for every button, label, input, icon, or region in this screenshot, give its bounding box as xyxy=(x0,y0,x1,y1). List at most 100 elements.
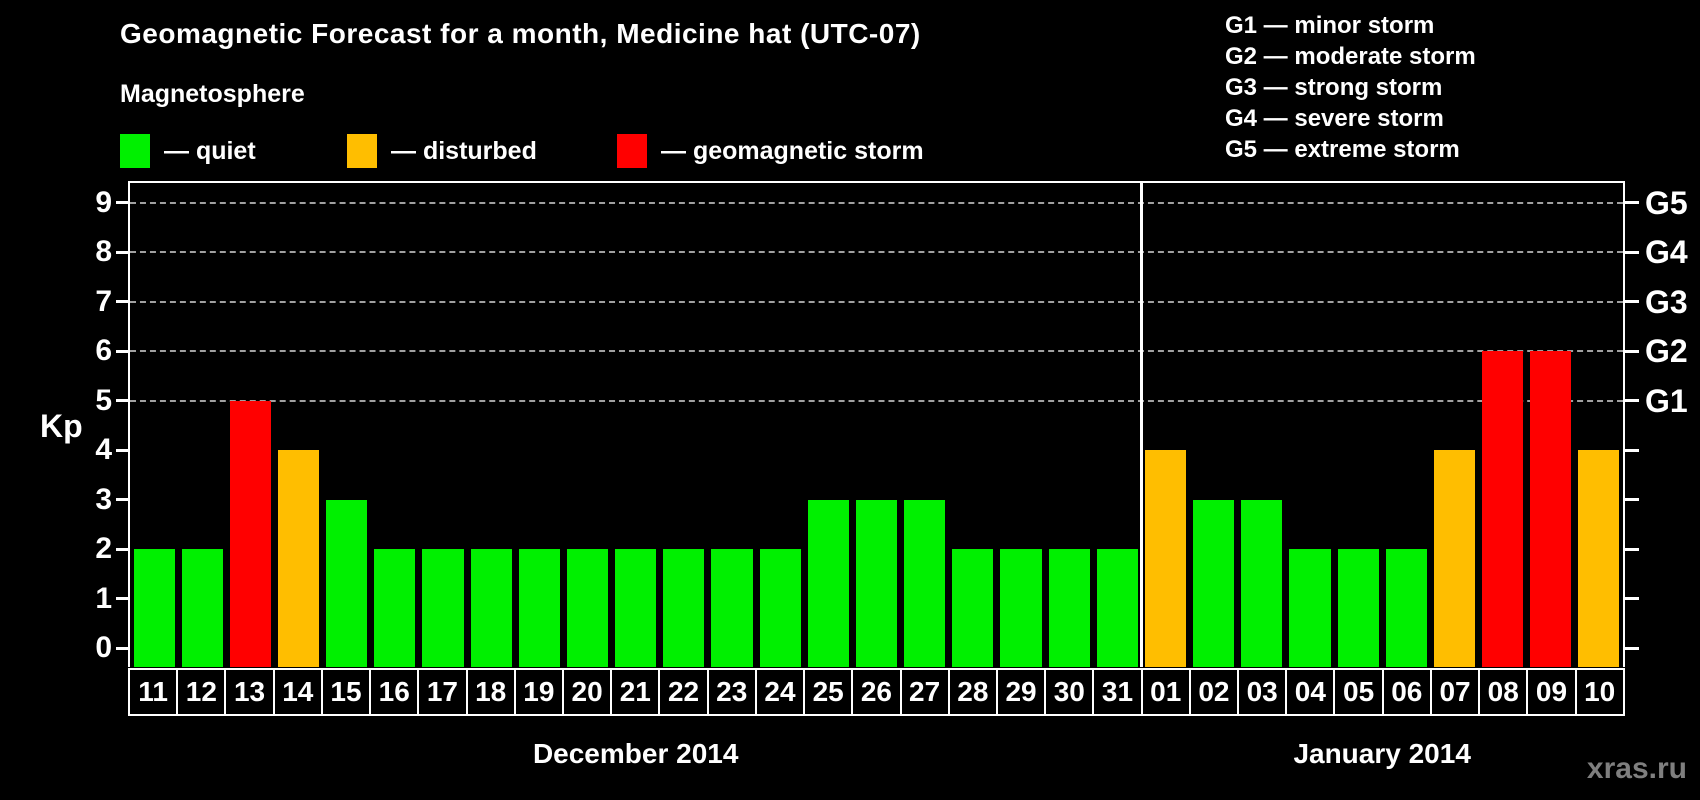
g-scale-axis-label-g4: G4 xyxy=(1645,234,1688,270)
watermark: xras.ru xyxy=(1586,752,1687,785)
kp-bar-day-21 xyxy=(615,549,657,667)
day-cell-20: 20 xyxy=(561,668,613,716)
day-cell-23: 23 xyxy=(706,668,757,716)
kp-bar-day-06 xyxy=(1385,549,1427,667)
kp-bar-day-05 xyxy=(1337,549,1379,667)
g-scale-legend-g5: G5 — extreme storm xyxy=(1225,136,1460,163)
day-cell-18: 18 xyxy=(465,668,516,716)
kp-bar-day-25 xyxy=(807,499,849,667)
kp-bar-day-30 xyxy=(1048,549,1090,667)
y-axis-tick-2 xyxy=(116,547,128,551)
g-scale-axis-label-g5: G5 xyxy=(1645,184,1688,221)
kp-bar-day-27 xyxy=(904,499,946,667)
y-axis-tick-5 xyxy=(116,399,128,402)
y-axis-tick-8 xyxy=(116,250,128,254)
day-cell-02: 02 xyxy=(1188,668,1240,716)
kp-bar-day-28 xyxy=(952,549,994,667)
g-scale-legend-g3: G3 — strong storm xyxy=(1225,74,1443,101)
right-axis-tick-2 xyxy=(1625,547,1639,551)
y-axis-tick-0 xyxy=(116,646,128,650)
y-tick-label-1: 1 xyxy=(95,581,112,615)
g-scale-legend-g1: G1 — minor storm xyxy=(1225,12,1435,39)
kp-bar-day-08 xyxy=(1482,351,1524,667)
month-separator-line xyxy=(1139,183,1143,667)
day-cell-07: 07 xyxy=(1429,668,1481,716)
y-axis-tick-9 xyxy=(116,201,128,204)
y-axis-tick-1 xyxy=(116,597,128,600)
right-axis-tick-9 xyxy=(1625,201,1639,204)
y-axis-tick-3 xyxy=(116,498,128,501)
kp-bar-day-19 xyxy=(518,549,560,667)
day-cell-11: 11 xyxy=(128,668,179,716)
day-cell-29: 29 xyxy=(995,668,1047,716)
g-scale-axis-label-g2: G2 xyxy=(1645,333,1688,369)
g-scale-legend: G1 — minor storm G2 — moderate storm G3 … xyxy=(1225,10,1476,165)
kp-bar-day-10 xyxy=(1578,450,1620,667)
day-cell-10: 10 xyxy=(1574,668,1625,716)
gridline-kp7 xyxy=(130,300,1623,303)
legend-item-storm: — geomagnetic storm xyxy=(617,133,924,169)
quiet-color-swatch xyxy=(120,134,150,168)
kp-bar-day-20 xyxy=(566,549,609,667)
quiet-legend-label: — quiet xyxy=(164,136,256,165)
day-cell-03: 03 xyxy=(1237,668,1288,716)
kp-bar-day-18 xyxy=(470,549,512,667)
kp-bar-day-22 xyxy=(663,549,705,667)
y-tick-label-2: 2 xyxy=(95,532,112,565)
kp-bar-day-23 xyxy=(711,549,753,667)
legend-item-quiet: — quiet xyxy=(120,133,256,169)
y-axis-tick-4 xyxy=(116,448,128,452)
right-axis-tick-8 xyxy=(1625,250,1639,254)
gridline-kp9 xyxy=(130,201,1623,204)
day-cell-12: 12 xyxy=(176,668,227,716)
y-axis-tick-7 xyxy=(116,300,128,303)
kp-bar-day-09 xyxy=(1530,351,1572,667)
y-tick-label-8: 8 xyxy=(95,235,112,268)
y-axis-tick-6 xyxy=(116,349,128,353)
day-cell-31: 31 xyxy=(1092,668,1143,716)
kp-bar-day-24 xyxy=(759,549,801,667)
kp-bar-day-15 xyxy=(326,499,368,667)
kp-bar-day-26 xyxy=(855,499,898,667)
day-cell-19: 19 xyxy=(513,668,564,716)
day-cell-15: 15 xyxy=(320,668,372,716)
day-cell-21: 21 xyxy=(610,668,661,716)
day-cell-06: 06 xyxy=(1381,668,1432,716)
day-row: 11 12 13 14 15 16 17 18 19 20 21 22 23 24 25 26 27 28 29 30… xyxy=(128,668,1625,716)
disturbed-color-swatch xyxy=(347,134,377,168)
kp-bar-day-02 xyxy=(1193,499,1235,667)
day-cell-04: 04 xyxy=(1285,668,1336,716)
day-cell-16: 16 xyxy=(369,668,420,716)
y-axis-title: Kp xyxy=(40,408,83,444)
month-label-december: December 2014 xyxy=(532,738,739,769)
chart-title: Geomagnetic Forecast for a month, Medici… xyxy=(120,18,921,49)
day-cell-01: 01 xyxy=(1140,668,1191,716)
kp-bar-day-14 xyxy=(277,450,320,667)
y-tick-label-7: 7 xyxy=(95,284,112,318)
magnetosphere-legend-heading: Magnetosphere xyxy=(120,80,305,108)
day-cell-26: 26 xyxy=(851,668,902,716)
day-cell-05: 05 xyxy=(1333,668,1384,716)
y-tick-label-5: 5 xyxy=(95,383,112,417)
kp-bar-day-11 xyxy=(133,549,175,667)
right-axis-tick-1 xyxy=(1625,597,1639,600)
storm-color-swatch xyxy=(617,134,647,168)
day-cell-13: 13 xyxy=(224,668,275,716)
kp-bar-day-29 xyxy=(1000,549,1042,667)
kp-bar-day-04 xyxy=(1289,549,1331,667)
gridline-kp6 xyxy=(130,350,1623,352)
kp-bar-day-16 xyxy=(374,549,416,667)
day-cell-24: 24 xyxy=(754,668,806,716)
right-axis-tick-3 xyxy=(1625,498,1639,501)
g-scale-legend-g4: G4 — severe storm xyxy=(1225,105,1444,132)
g-scale-axis-label-g3: G3 xyxy=(1645,283,1688,320)
right-axis-tick-5 xyxy=(1625,399,1639,402)
day-cell-17: 17 xyxy=(417,668,468,716)
g-scale-legend-g2: G2 — moderate storm xyxy=(1225,43,1476,70)
y-tick-label-3: 3 xyxy=(95,482,112,516)
right-axis-tick-0 xyxy=(1625,646,1639,650)
kp-bar-day-17 xyxy=(422,549,464,667)
kp-bar-day-07 xyxy=(1433,450,1475,667)
gridline-kp5 xyxy=(130,399,1623,402)
day-cell-08: 08 xyxy=(1478,668,1529,716)
